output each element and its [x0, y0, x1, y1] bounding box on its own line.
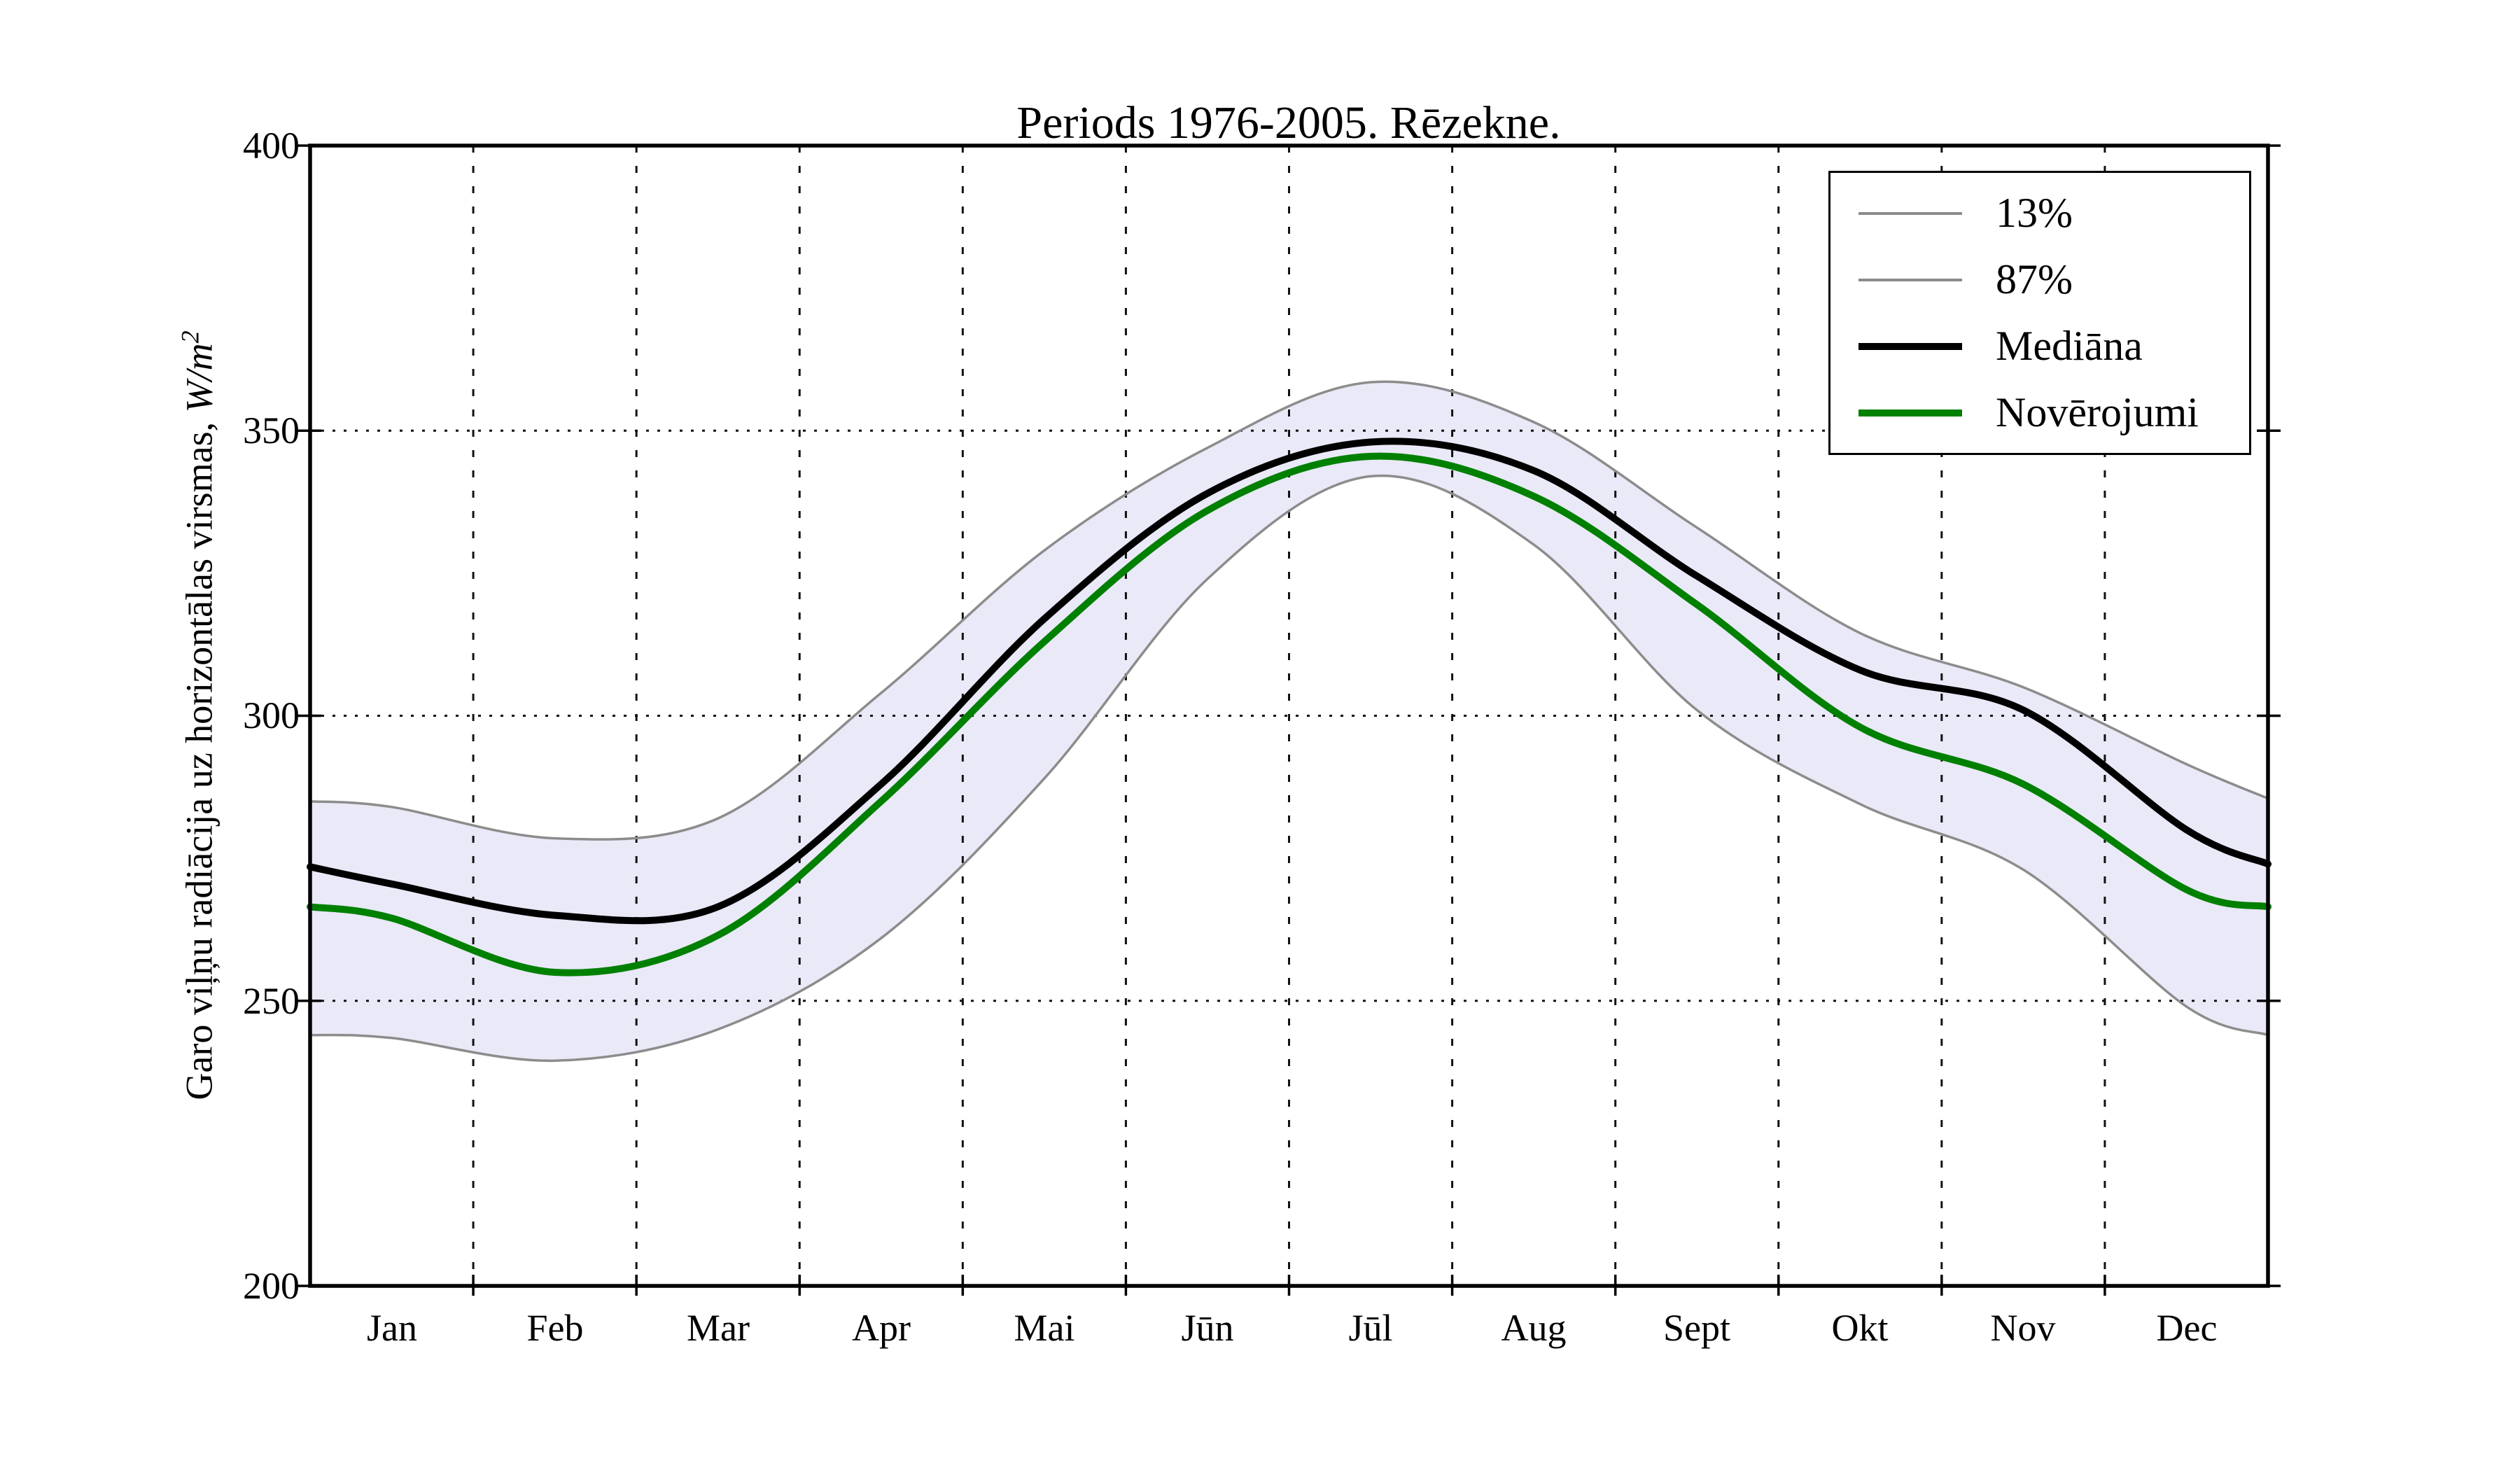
- legend-item-mediana: Mediāna: [1830, 322, 2249, 370]
- legend-label-13pct: 13%: [1996, 190, 2073, 236]
- x-tick-label-jul: Jūl: [1348, 1307, 1393, 1349]
- line-13pct: [309, 474, 2269, 1063]
- x-tick-label-okt: Okt: [1831, 1307, 1889, 1349]
- legend-label-87pct: 87%: [1996, 256, 2073, 302]
- x-tick-label-nov: Nov: [1990, 1307, 2056, 1349]
- legend-item-13pct: 13%: [1830, 189, 2249, 237]
- x-tick-label-mai: Mai: [1014, 1307, 1075, 1349]
- x-tick-label-jan: Jan: [367, 1307, 417, 1349]
- y-tick-label-250: 250: [243, 980, 300, 1022]
- x-tick-label-sept: Sept: [1662, 1307, 1731, 1349]
- percentile-band: [310, 382, 2268, 1061]
- axes-frame: [308, 144, 2270, 1288]
- x-tick-label-aug: Aug: [1501, 1307, 1567, 1349]
- y-tick-label-200: 200: [243, 1265, 300, 1307]
- legend-item-noverojumi: Novērojumi: [1830, 388, 2249, 437]
- x-tick-label-apr: Apr: [852, 1307, 911, 1349]
- y-axis-label-units-exponent: 2: [176, 330, 204, 344]
- y-tick-label-400: 400: [243, 125, 300, 167]
- x-tick-label-mar: Mar: [687, 1307, 750, 1349]
- y-axis-label-units: W/m: [178, 343, 220, 413]
- legend-box: 13% 87% Mediāna Novērojumi: [1828, 171, 2251, 455]
- y-tick-label-350: 350: [243, 410, 300, 451]
- line-mediana: [307, 438, 2272, 925]
- chart-title: Periods 1976-2005. Rēzekne.: [1016, 97, 1561, 148]
- x-tick-label-jun: Jūn: [1181, 1307, 1234, 1349]
- y-axis-label-text: Garo viļņu radiācija uz horizontālas vir…: [178, 412, 220, 1100]
- legend-line-sample-noverojumi: [1858, 409, 1962, 416]
- y-axis-label: Garo viļņu radiācija uz horizontālas vir…: [176, 330, 221, 1100]
- y-tick-label-300: 300: [243, 694, 300, 736]
- line-noverojumi: [307, 452, 2272, 976]
- legend-line-sample-87pct: [1858, 278, 1962, 281]
- x-tick-label-dec: Dec: [2156, 1307, 2218, 1349]
- legend-item-87pct: 87%: [1830, 255, 2249, 304]
- legend-line-sample-mediana: [1858, 342, 1962, 350]
- line-87pct: [309, 380, 2269, 841]
- legend-label-mediana: Mediāna: [1996, 323, 2143, 369]
- legend-label-noverojumi: Novērojumi: [1996, 389, 2199, 435]
- x-tick-label-feb: Feb: [526, 1307, 584, 1349]
- legend-line-sample-13pct: [1858, 211, 1962, 215]
